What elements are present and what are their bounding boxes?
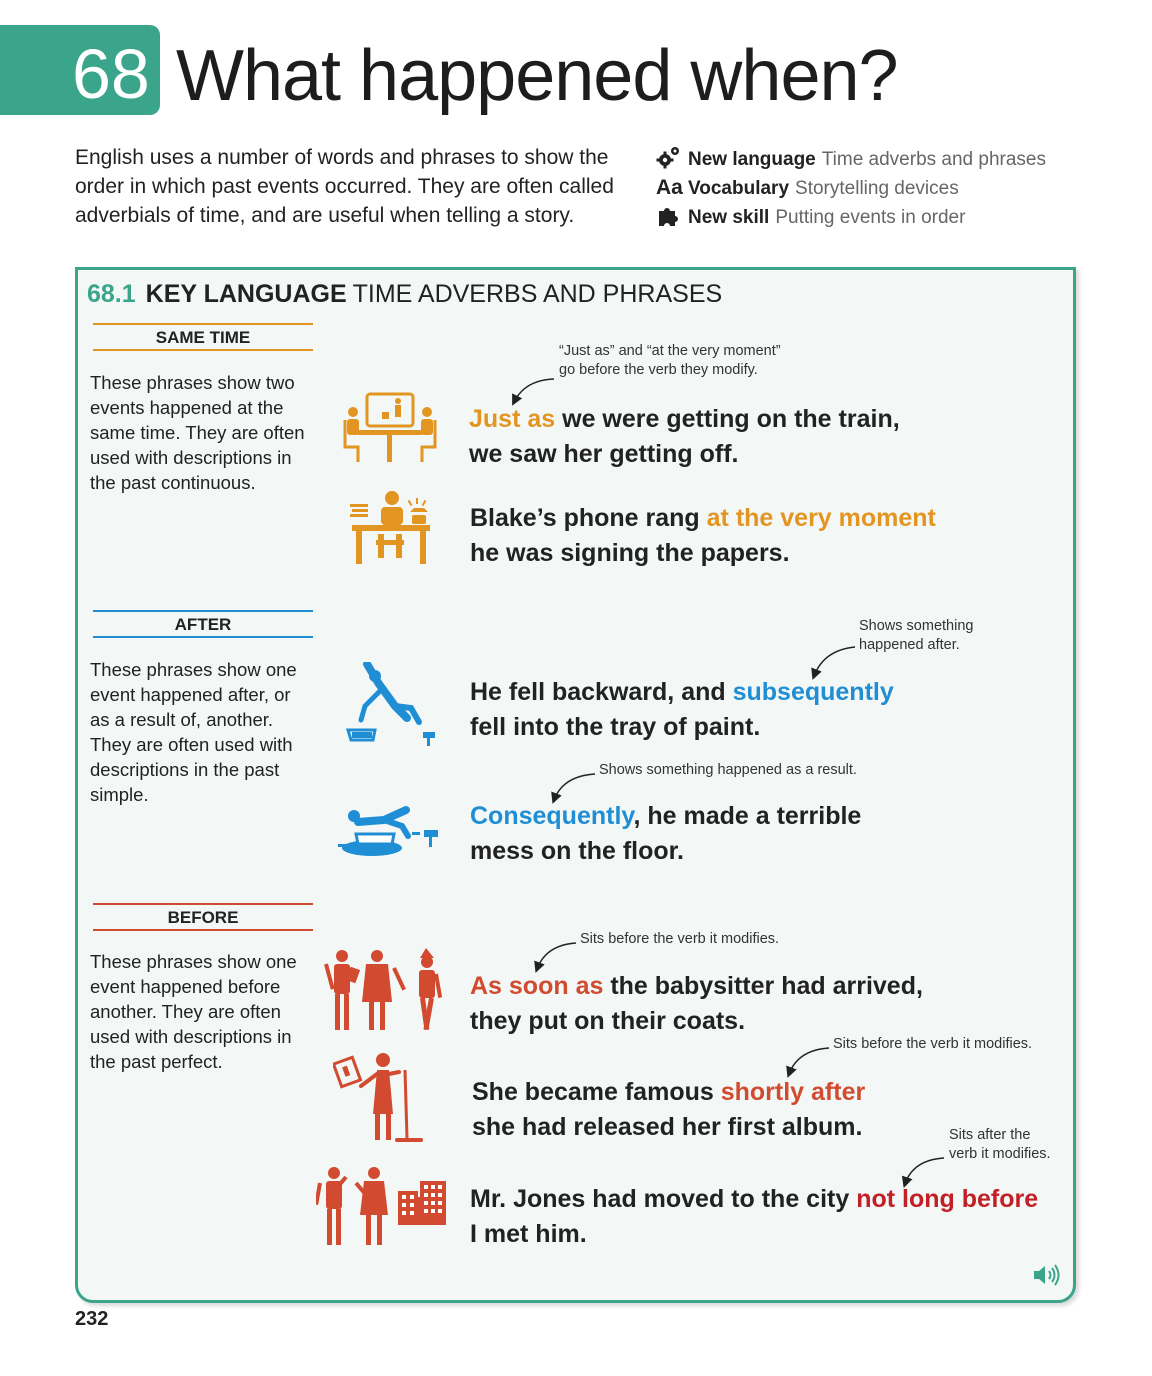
highlight-consequently: Consequently <box>470 802 634 830</box>
panel-heading: 68.1 KEY LANGUAGE TIME ADVERBS AND PHRASES <box>87 278 722 310</box>
section-description-before: These phrases show one event happened be… <box>90 951 297 1072</box>
meta-vocabulary: Aa Vocabulary Storytelling devices <box>656 174 959 202</box>
highlight-shortly-after: shortly after <box>720 1078 866 1106</box>
sentence-text: mess on the floor. <box>470 837 684 865</box>
note-line: verb it modifies. <box>949 1146 1051 1162</box>
meta-label: New language <box>688 149 816 170</box>
sentence-text: Mr. Jones had moved to the city <box>470 1185 857 1213</box>
audio-speaker-icon[interactable] <box>1032 1263 1062 1287</box>
panel-number: 68.1 <box>87 280 136 308</box>
section-heading-same-time: SAME TIME <box>93 323 313 351</box>
family-coats-illustration-icon <box>324 948 443 1031</box>
sentence-text: I met him. <box>470 1220 587 1248</box>
gears-icon <box>656 145 688 174</box>
example-mess: Consequently, he made a terrible mess on… <box>470 799 861 869</box>
sentence-text: She became famous <box>472 1078 721 1106</box>
page-title: What happened when? <box>176 36 899 116</box>
highlight-at-the-very-moment: at the very moment <box>706 504 936 532</box>
note-train: “Just as” and “at the very moment” go be… <box>559 342 781 380</box>
singer-illustration-icon <box>333 1053 423 1142</box>
puzzle-icon <box>656 203 688 232</box>
sentence-text: He fell backward, and <box>470 678 733 706</box>
meta-label: New skill <box>688 207 770 228</box>
sentence-text: he was signing the papers. <box>470 539 790 567</box>
section-heading-after: AFTER <box>93 610 313 638</box>
section-description-same-time: These phrases show two events happened a… <box>90 372 305 493</box>
note-famous: Sits before the verb it modifies. <box>833 1036 1033 1052</box>
note-line: go before the verb they modify. <box>559 362 758 378</box>
unit-number-badge: 68 <box>0 25 160 115</box>
meta-label: Vocabulary <box>688 178 790 199</box>
note-line: “Just as” and “at the very moment” <box>559 343 781 359</box>
example-train: Just as we were getting on the train, we… <box>469 402 900 472</box>
note-line: Sits after the <box>949 1127 1031 1143</box>
note-mess: Shows something happened as a result. <box>599 762 857 778</box>
example-fell: He fell backward, and subsequently fell … <box>470 675 894 745</box>
example-phone: Blake’s phone rang at the very moment he… <box>470 501 936 571</box>
highlight-subsequently: subsequently <box>732 678 894 706</box>
note-babysitter: Sits before the verb it modifies. <box>580 931 780 947</box>
note-line: Shows something <box>859 618 974 634</box>
sentence-text: we were getting on the train, <box>555 405 900 433</box>
sentence-text: the babysitter had arrived, <box>603 972 923 1000</box>
example-jones: Mr. Jones had moved to the city not long… <box>470 1182 1038 1252</box>
city-people-illustration-icon <box>316 1167 446 1245</box>
example-famous: She became famous shortly after she had … <box>472 1075 865 1145</box>
highlight-just-as: Just as <box>469 405 556 433</box>
meta-new-language: New language Time adverbs and phrases <box>656 145 1046 173</box>
page-number: 232 <box>75 1308 109 1330</box>
paint-spill-illustration-icon <box>338 806 438 856</box>
sentence-text: they put on their coats. <box>470 1007 746 1035</box>
panel-title-rest: TIME ADVERBS AND PHRASES <box>352 280 723 308</box>
example-babysitter: As soon as the babysitter had arrived, t… <box>470 969 923 1039</box>
note-fell: Shows something happened after. <box>859 617 973 655</box>
sentence-text: we saw her getting off. <box>469 440 739 468</box>
panel-title-bold: KEY LANGUAGE <box>145 280 347 308</box>
sentence-text: she had released her first album. <box>472 1113 863 1141</box>
highlight-as-soon-as: As soon as <box>470 972 604 1000</box>
section-heading-before: BEFORE <box>93 903 313 931</box>
sentence-text: Blake’s phone rang <box>470 504 707 532</box>
highlight-not-long-before: not long before <box>856 1185 1039 1213</box>
desk-phone-illustration-icon <box>350 491 430 564</box>
train-table-illustration-icon <box>343 392 437 462</box>
aa-icon: Aa <box>656 176 683 199</box>
falling-man-illustration-icon <box>345 662 435 746</box>
section-description-after: These phrases show one event happened af… <box>90 659 297 805</box>
meta-value: Putting events in order <box>775 207 966 228</box>
note-jones: Sits after the verb it modifies. <box>949 1126 1051 1164</box>
note-line: happened after. <box>859 637 960 653</box>
meta-value: Time adverbs and phrases <box>821 149 1046 170</box>
meta-new-skill: New skill Putting events in order <box>656 203 965 231</box>
key-language-panel <box>75 267 1076 1303</box>
intro-paragraph: English uses a number of words and phras… <box>75 146 614 227</box>
meta-value: Storytelling devices <box>795 178 959 199</box>
sentence-text: fell into the tray of paint. <box>470 713 761 741</box>
sentence-text: , he made a terrible <box>633 802 862 830</box>
